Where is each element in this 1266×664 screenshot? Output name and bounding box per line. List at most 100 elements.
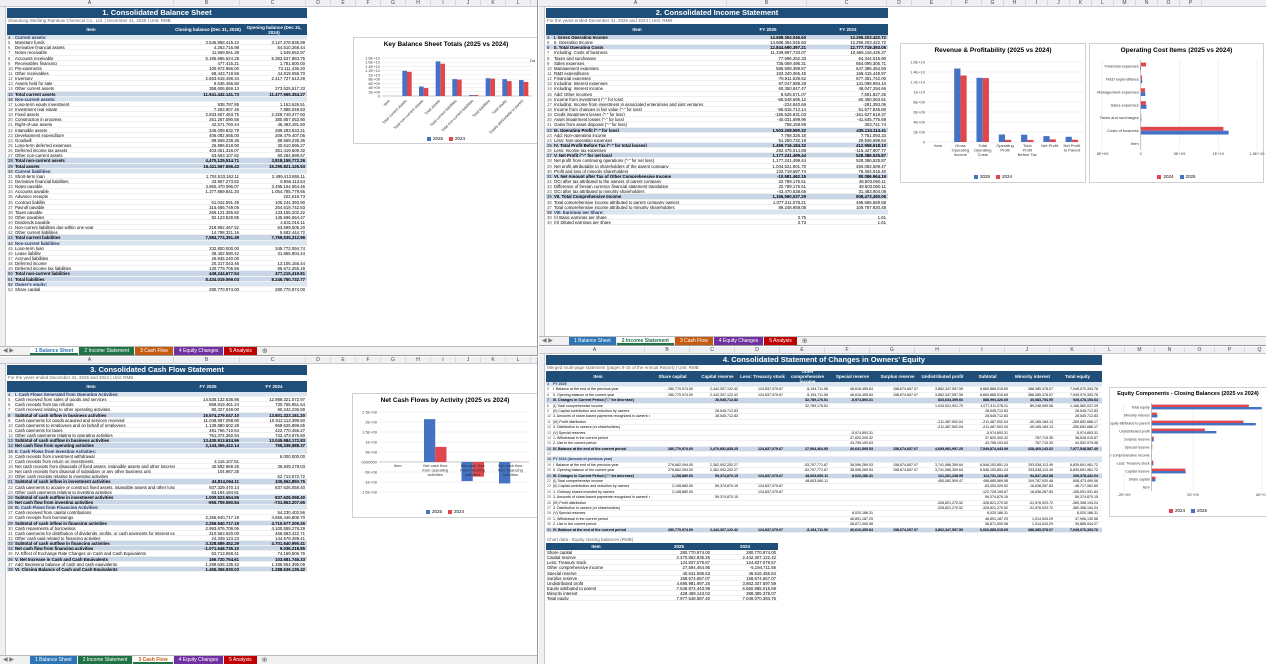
bar-2025[interactable] — [1140, 66, 1141, 71]
table-row[interactable]: 29 1. Withdrawal in the current period 46,… — [546, 517, 1102, 523]
column-header-k[interactable]: K — [1050, 347, 1095, 354]
table-row[interactable]: 9 (II) Capital contribution and reduction… — [546, 409, 1102, 415]
table-row[interactable]: 14 Other current assets 358,606,869.13 373,… — [7, 86, 307, 92]
bar-2025[interactable] — [976, 77, 983, 142]
table-row[interactable]: 49 Deferred income tax liabilities 130,779… — [7, 266, 307, 272]
sheet-tab-3[interactable]: 3 Cash Flow — [135, 347, 173, 355]
chart-data-row[interactable]: Less: Treasury stock 124,837,079.67 124,83… — [546, 560, 778, 566]
column-header-p[interactable]: P — [1215, 347, 1245, 354]
table-row[interactable]: 13 Subtotal of cash outflow in business a… — [7, 438, 307, 444]
plus-icon[interactable]: ⊕ — [261, 348, 268, 355]
bar-2024[interactable] — [435, 446, 447, 462]
table-row[interactable]: 19 Fixed assets 2,833,607,463.75 2,329,749,… — [7, 112, 307, 118]
bar-2025[interactable] — [1151, 415, 1158, 418]
bar-2024[interactable] — [1151, 420, 1244, 423]
table-row[interactable]: 5 II. Operating Income 14,688,354,045.60 13… — [546, 40, 888, 46]
bar-2025[interactable] — [1140, 105, 1147, 109]
table-row[interactable]: 18 Net cash receipts from disposals of fi… — [7, 464, 307, 470]
column-header-g[interactable]: G — [870, 347, 915, 354]
column-header-b[interactable]: B — [727, 0, 807, 7]
bar-2024[interactable] — [1027, 139, 1034, 142]
table-row[interactable]: 14 Net cash flow from operating activitie… — [7, 443, 307, 449]
column-header-h[interactable]: H — [915, 347, 960, 354]
column-header-f[interactable]: F — [952, 0, 982, 7]
table-row[interactable]: 6 II. Total Operating Costs 12,844,690,397… — [546, 45, 888, 51]
sheet-nav-arrows-icon[interactable]: ◀ ▶ — [542, 338, 553, 344]
table-row[interactable]: 4 FY 2025 — [546, 382, 1102, 388]
table-row[interactable]: 22 III. Operating Profit ("-" for loss) 1,… — [546, 127, 888, 133]
table-row[interactable]: 40 Dividends payable 4,531,016.11 — [7, 220, 307, 226]
sheet-nav-arrows-icon[interactable]: ◀ ▶ — [3, 348, 14, 354]
column-header-k[interactable]: K — [481, 0, 506, 7]
table-row[interactable]: 14 1. Withdrawal in the current period 37,… — [546, 436, 1102, 442]
table-row[interactable]: 25 IV. Total Profit Before Tax ("-" for t… — [546, 142, 888, 149]
chart-data-row[interactable]: Special reserve 40,641,595.53 46,616,455.8… — [546, 571, 778, 576]
column-header-j[interactable]: J — [456, 0, 481, 7]
chart-data-row[interactable]: Minority interest 428,469,143.02 388,385,3… — [546, 591, 778, 597]
table-row[interactable]: 12 Financial expenses -76,911,539.52 677,35… — [546, 76, 888, 82]
table-row[interactable]: 30 2. Use in the current period 38,871,000… — [546, 522, 1102, 528]
column-header-k[interactable]: K — [1070, 0, 1092, 7]
bar-2024[interactable] — [1071, 139, 1079, 142]
table-row[interactable]: 38 VIII. Earnings per Share: — [546, 209, 888, 215]
column-header-d[interactable]: D — [735, 347, 780, 354]
column-header-e[interactable]: E — [780, 347, 825, 354]
table-row[interactable]: 5 Monetary funds 3,545,858,415.42 3,127,278… — [7, 40, 307, 46]
table-row[interactable]: 22 Intangible assets 346,009,832.79 289,283… — [7, 128, 307, 133]
table-row[interactable]: 21 Subtotal of cash inflow in investment … — [7, 479, 307, 485]
column-header-h[interactable]: H — [406, 357, 431, 364]
sheet-tab-2[interactable]: 2 Income Statement — [616, 337, 674, 345]
table-row[interactable]: 36 Contract liability 51,042,591.49 105,244… — [7, 200, 307, 205]
bar-2024[interactable] — [407, 71, 412, 96]
table-row[interactable]: 29 Net profit attributable to shareholder… — [546, 164, 888, 169]
bar-2024[interactable] — [1151, 476, 1156, 479]
bar-2025[interactable] — [1151, 471, 1186, 474]
table-row[interactable]: 20 Other cash receipts relating to invest… — [7, 474, 307, 480]
table-row[interactable]: 45 Long-term loan 232,800,000.00 345,772,09… — [7, 246, 307, 251]
sheet-tab-4[interactable]: 4 Equity Changes — [173, 347, 224, 355]
bar-2025[interactable] — [1140, 130, 1229, 135]
table-row[interactable]: 27 Other non-current assets 63,663,107.82 8… — [7, 153, 307, 159]
table-row[interactable]: 52 Owner's equity: — [7, 281, 307, 287]
table-row[interactable]: 27 3. Distribution to owners (or sharehol… — [546, 506, 1102, 512]
table-row[interactable]: 20 Construction in progress 251,267,590.56… — [7, 117, 307, 123]
table-row[interactable]: 16 Cash receipts from investment withdraw… — [7, 454, 307, 459]
table-row[interactable]: 35 Advance receipts 222,616.73 — [7, 194, 307, 200]
table-row[interactable]: 25 Long-term deferred expenses 26,896,618.… — [7, 143, 307, 149]
table-row[interactable]: 12 Inventory 2,653,618,498.34 2,417,727,613… — [7, 76, 307, 82]
table-row[interactable]: 5 I. Balance at the end of the previous y… — [546, 387, 1102, 393]
table-row[interactable]: 12 Other cash payments relating to operat… — [7, 433, 307, 439]
table-row[interactable]: 34 Accounts payable 1,377,869,841.20 1,054,… — [7, 189, 307, 195]
operating-cost-chart[interactable]: Operating Cost Items (2025 vs 2024) -5E+… — [1089, 43, 1265, 183]
column-header-e[interactable]: E — [331, 357, 356, 364]
net-cash-flow-chart[interactable]: Net Cash Flows by Activity (2025 vs 2024… — [352, 393, 537, 518]
chart-data-row[interactable]: Share capital 280,770,974.00 280,770,974.0… — [546, 550, 778, 556]
column-header-h[interactable]: H — [1004, 0, 1026, 7]
table-row[interactable]: 10 3. Amounts of share-based payments rec… — [546, 414, 1102, 420]
column-header-b[interactable]: B — [174, 0, 240, 7]
table-row[interactable]: 29 Total assets 16,411,567,656.43 15,295,82… — [7, 163, 307, 169]
column-header-n[interactable]: N — [1155, 347, 1185, 354]
column-header-d[interactable]: D — [306, 357, 331, 364]
chart-data-row[interactable]: Capital reserve 2,470,852,835.25 2,442,307… — [546, 555, 778, 561]
table-row[interactable]: 22 (I) Total comprehensive income 48,603,0… — [546, 479, 1102, 485]
column-header-e[interactable]: E — [331, 0, 356, 7]
table-row[interactable]: 38 VI. Closing Balance of Cash and Cash E… — [7, 566, 307, 572]
column-header-k[interactable]: K — [481, 357, 506, 364]
column-header-e[interactable]: E — [912, 0, 952, 7]
sheet-tab-5[interactable]: 5 Analysis — [764, 337, 797, 345]
table-row[interactable]: 30 Current liabilities: — [7, 168, 307, 174]
column-header-c[interactable]: C — [690, 347, 735, 354]
table-row[interactable]: 6 Cash receipts from tax refunds 858,819,4… — [7, 402, 307, 408]
column-header-d[interactable]: D — [306, 0, 331, 7]
bar-2025[interactable] — [452, 79, 457, 96]
table-row[interactable]: 8 (I) Total comprehensive income 32,789,17… — [546, 404, 1102, 409]
table-row[interactable]: 41 Non-current liabilities due within one… — [7, 225, 307, 231]
table-row[interactable]: 24 Less: Non-operating expenses 51,260,732… — [546, 138, 888, 143]
table-row[interactable]: 21 Right-of-use assets 42,571,760.44 46,483… — [7, 122, 307, 128]
table-row[interactable]: 32 Derivative financial liabilities 43,957… — [7, 179, 307, 185]
bar-2024[interactable] — [1140, 101, 1146, 105]
table-row[interactable]: 48 Deferred income 20,317,043.46 13,105,155… — [7, 261, 307, 267]
table-row[interactable]: 17 Cash receipts from return on investmen… — [7, 459, 307, 464]
table-row[interactable]: 40 (II) Diluted earnings per share 3.73 1.6… — [546, 220, 888, 226]
